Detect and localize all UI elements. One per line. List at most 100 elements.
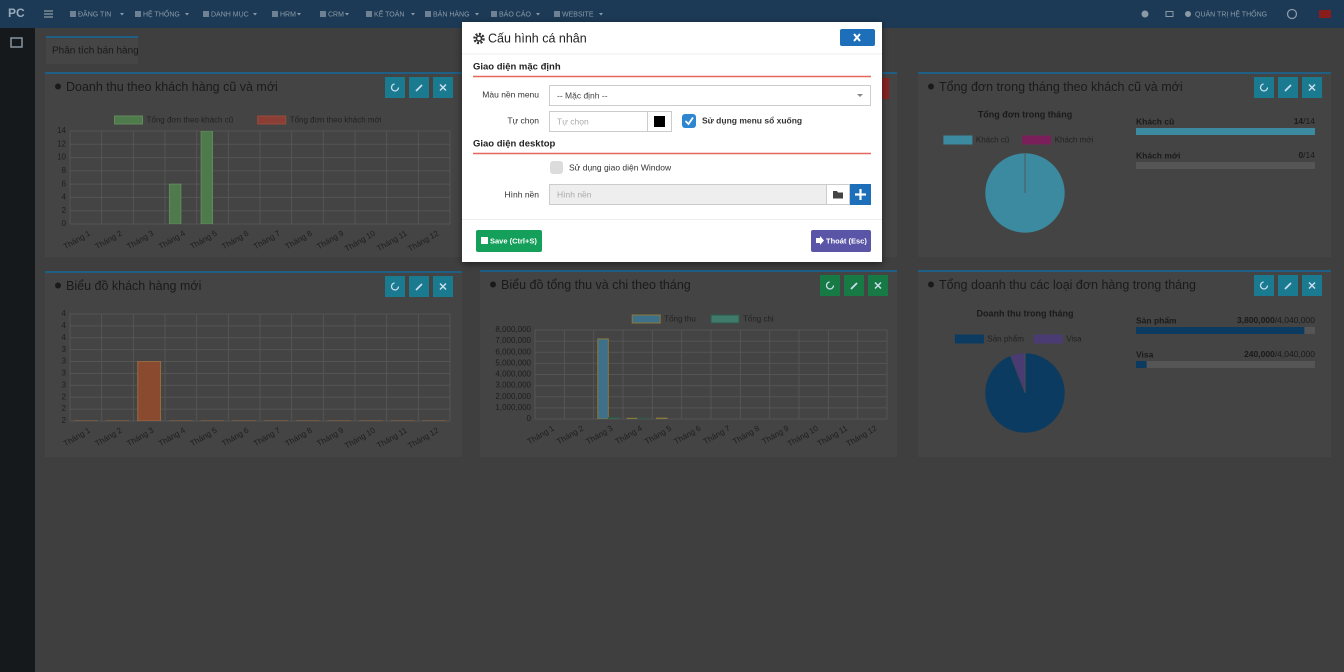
legend-label: Khách mới (1055, 136, 1094, 145)
y-tick-label: 3 (62, 357, 67, 366)
button-icon (415, 84, 423, 92)
legend-swatch (943, 135, 973, 145)
field-label: Hình nền (505, 189, 540, 199)
nav-caret (297, 13, 301, 16)
refresh-button[interactable] (1254, 77, 1274, 98)
exit-label[interactable]: Thoát (Esc) (826, 236, 867, 245)
nav-icon[interactable] (491, 11, 497, 17)
legend-swatch (114, 115, 143, 125)
y-tick-label: 4 (62, 321, 67, 330)
close-button[interactable] (840, 29, 875, 46)
nav-item[interactable]: BÁO CÁO (499, 9, 531, 18)
flag-icon[interactable] (1319, 10, 1331, 18)
nav-caret (253, 13, 257, 16)
button-icon (1308, 83, 1316, 92)
refresh-button[interactable] (1254, 275, 1274, 296)
nav-item[interactable]: ĐĂNG TIN (78, 9, 111, 18)
nav-icon[interactable] (320, 11, 326, 17)
checkbox-label: Sử dụng giao diện Window (569, 162, 672, 172)
tab[interactable] (46, 36, 138, 64)
bars (168, 131, 214, 224)
field-label: Màu nền menu (482, 89, 539, 99)
progress-amount: 3,800,000 (1237, 315, 1275, 325)
user-name[interactable]: QUẢN TRỊ HỆ THỐNG (1195, 8, 1267, 18)
refresh-button[interactable] (820, 275, 840, 296)
nav-item[interactable]: HRM (280, 11, 296, 18)
panel-icon (928, 281, 934, 288)
panel-icon (928, 83, 934, 90)
legend-label: Sản phẩm (987, 335, 1024, 344)
nav-icon[interactable] (425, 11, 431, 17)
y-tick-label: 3,000,000 (495, 381, 531, 390)
save-button[interactable]: Save (Ctrl+S) (476, 230, 542, 252)
button-icon (1308, 281, 1316, 290)
menu-color-select[interactable] (549, 85, 871, 106)
button-icon (439, 282, 447, 291)
user-icon[interactable] (1185, 11, 1191, 17)
button-icon (390, 282, 400, 291)
button-icon (1259, 83, 1269, 92)
nav-icon[interactable] (70, 11, 76, 17)
progress-label: Khách cũ (1136, 116, 1174, 126)
tab-label[interactable]: Phân tích bán hàng (52, 46, 139, 57)
y-tick-label: 2,000,000 (495, 392, 531, 401)
legend-swatch (1033, 334, 1063, 344)
nav-item[interactable]: BÁN HÀNG (433, 9, 470, 18)
logo[interactable]: PC (8, 6, 25, 20)
color-swatch (654, 116, 665, 127)
window-checkbox[interactable] (550, 161, 563, 174)
save-label[interactable]: Save (Ctrl+S) (490, 236, 537, 245)
y-tick-label: 7,000,000 (495, 336, 531, 345)
panel-border (45, 271, 462, 273)
nav-item[interactable]: CRM (328, 11, 344, 18)
y-tick-label: 2 (62, 416, 67, 425)
nav-icon[interactable] (203, 11, 209, 17)
nav-icon[interactable] (554, 11, 560, 17)
panel-icon (55, 282, 61, 289)
sidebar-icon[interactable] (10, 37, 23, 48)
nav-item[interactable]: DANH MỤC (211, 11, 249, 18)
nav-caret (185, 13, 189, 16)
progress-bar (1136, 128, 1315, 135)
browse-button[interactable] (826, 184, 850, 205)
bar (626, 417, 639, 419)
progress-track (1136, 162, 1315, 169)
power-icon[interactable] (1286, 8, 1298, 20)
checkbox-label: Sử dụng menu sổ xuống (702, 115, 802, 125)
panel (45, 72, 462, 257)
mail-icon[interactable] (1165, 11, 1174, 17)
progress-bar (1136, 361, 1147, 368)
nav-item[interactable]: KẾ TOÁN (374, 8, 404, 18)
exit-button[interactable]: Thoát (Esc) (811, 230, 871, 252)
sidebar (0, 28, 35, 672)
nav-icon[interactable] (366, 11, 372, 17)
nav-item[interactable]: WEBSITE (562, 11, 594, 18)
select-value: -- Mặc định -- (557, 90, 608, 100)
gear-icon (473, 32, 485, 45)
help-icon[interactable] (1141, 10, 1149, 18)
y-tick-label: 4 (62, 309, 67, 318)
nav-icon[interactable] (135, 11, 141, 17)
progress-value: 14/14 (1294, 116, 1316, 126)
nav-icon[interactable] (272, 11, 278, 17)
menu-toggle[interactable] (44, 10, 53, 18)
progress-value: 0/14 (1298, 150, 1315, 160)
bars (597, 338, 668, 419)
add-button[interactable] (850, 184, 871, 205)
refresh-button[interactable] (385, 77, 405, 98)
button-icon (874, 281, 882, 290)
bar (597, 338, 609, 419)
y-tick-label: 8 (62, 166, 67, 175)
y-tick-label: 0 (527, 414, 532, 423)
refresh-button[interactable] (385, 276, 405, 297)
y-tick-label: 8,000,000 (495, 325, 531, 334)
progress-amount: 14 (1294, 116, 1304, 126)
progress-amount: 0 (1298, 150, 1303, 160)
nav-item[interactable]: HỆ THỐNG (143, 8, 180, 18)
nav-caret (345, 13, 349, 16)
legend-swatch (631, 314, 661, 324)
nav-caret (475, 13, 479, 16)
button-icon (390, 83, 400, 92)
dropdown-checkbox[interactable] (682, 114, 696, 128)
